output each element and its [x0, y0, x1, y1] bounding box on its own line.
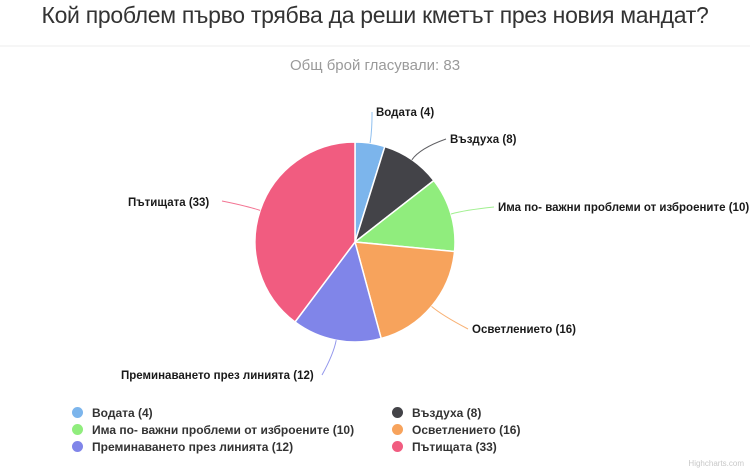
connector-line	[221, 200, 261, 211]
chart-subtitle: Общ брой гласували: 83	[289, 57, 461, 74]
pie-slice[interactable]	[294, 241, 382, 343]
connector-line	[369, 111, 373, 144]
legend-item-ima-po-vazhni[interactable]: Има по- важни проблеми от изброените (10…	[72, 421, 354, 438]
legend-item-vazduha[interactable]: Въздуха (8)	[392, 404, 481, 421]
legend-label: Преминаването през линията (12)	[92, 439, 294, 454]
data-label-preminavaneto: Преминаването през линията (12)	[121, 370, 314, 382]
data-label-ima-po-vazhni: Има по- важни проблеми от изброените (10…	[498, 202, 749, 214]
credits-link[interactable]: Highcharts.com	[688, 459, 744, 468]
connector-line	[321, 340, 337, 376]
connector-line	[411, 138, 447, 161]
data-label-vazduha: Въздуха (8)	[450, 134, 517, 146]
legend-marker-icon	[72, 407, 83, 418]
chart-title: Кой проблем първо трябва да реши кметът …	[41, 2, 709, 28]
data-label-vodata: Водата (4)	[376, 107, 434, 119]
pie-slice[interactable]	[354, 241, 456, 340]
legend-marker-icon	[392, 424, 403, 435]
legend-item-osvetlenieto[interactable]: Осветлението (16)	[392, 421, 520, 438]
data-label-patishtata: Пътищата (33)	[128, 197, 209, 209]
connector-line	[450, 206, 495, 215]
data-labels: Водата (4) Въздуха (8) Има по- важни про…	[121, 107, 749, 382]
legend-label: Осветлението (16)	[412, 422, 521, 437]
legend-item-vodata[interactable]: Водата (4)	[72, 404, 153, 421]
legend-label: Пътищата (33)	[412, 439, 497, 454]
legend-label: Има по- важни проблеми от изброените (10…	[92, 422, 355, 437]
legend-label: Въздуха (8)	[412, 405, 482, 420]
connector-line	[431, 306, 469, 330]
legend-marker-icon	[72, 424, 83, 435]
legend-marker-icon	[392, 441, 403, 452]
pie-slices	[254, 141, 456, 343]
legend-item-patishtata[interactable]: Пътищата (33)	[392, 438, 497, 455]
legend-label: Водата (4)	[92, 405, 153, 420]
legend-marker-icon	[72, 441, 83, 452]
legend-marker-icon	[392, 407, 403, 418]
data-label-connectors	[221, 111, 495, 376]
data-label-osvetlenieto: Осветлението (16)	[472, 324, 576, 336]
title-divider	[0, 45, 750, 47]
legend-item-preminavaneto[interactable]: Преминаването през линията (12)	[72, 438, 293, 455]
pie-slice[interactable]	[254, 141, 356, 323]
pie-slice[interactable]	[354, 179, 456, 253]
